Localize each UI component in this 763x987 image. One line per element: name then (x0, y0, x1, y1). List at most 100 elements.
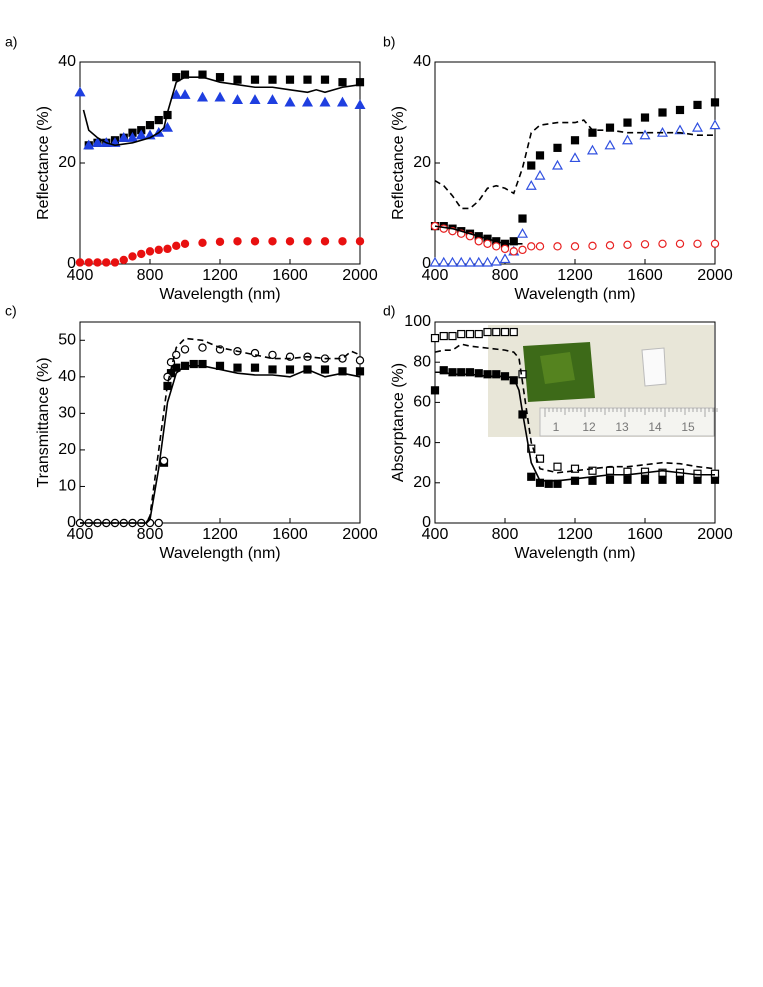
y-tick-label: 80 (413, 353, 431, 370)
square-marker (492, 327, 501, 337)
triangle-marker (83, 139, 95, 150)
square-marker (285, 365, 295, 374)
square-marker (500, 327, 510, 337)
circle-marker (119, 255, 128, 265)
panel-label: b) (383, 34, 395, 50)
square-marker (198, 70, 207, 79)
triangle-marker (74, 86, 86, 97)
square-marker (710, 98, 720, 107)
ruler-label: 15 (681, 420, 695, 434)
triangle-marker (438, 256, 450, 267)
y-tick-label: 0 (422, 514, 431, 531)
square-marker (623, 475, 632, 484)
square-marker (570, 136, 580, 145)
square-marker (605, 466, 615, 475)
circle-marker (268, 237, 277, 246)
circle-marker (75, 258, 85, 267)
circle-marker (93, 258, 102, 267)
panel: d) 1 12 13 14 15 400 800 1200 1600 2000 0 20 40 60 80 10… (383, 303, 733, 563)
square-marker (658, 468, 667, 477)
x-tick-label: 800 (137, 267, 164, 284)
series-line (82, 76, 361, 147)
square-marker (527, 472, 536, 481)
circle-marker (338, 237, 347, 246)
square-marker (675, 105, 685, 115)
circle-marker (154, 245, 163, 255)
circle-marker (303, 237, 312, 246)
triangle-marker (196, 91, 209, 102)
square-marker (180, 70, 190, 79)
circle-marker (553, 242, 562, 251)
ruler-label: 1 (553, 420, 560, 434)
x-tick-label: 1600 (272, 267, 308, 284)
square-marker (172, 363, 181, 372)
triangle-marker (118, 132, 130, 142)
white-sample (641, 347, 667, 387)
circle-marker (710, 239, 720, 248)
series-line (434, 225, 523, 245)
triangle-marker (91, 137, 104, 147)
triangle-marker (499, 253, 511, 264)
green-highlight (540, 352, 575, 384)
x-axis-label: Wavelength (nm) (159, 545, 280, 562)
square-marker (457, 329, 466, 339)
circle-marker (570, 242, 580, 251)
square-marker (509, 237, 518, 246)
circle-marker (623, 240, 632, 250)
x-tick-label: 2000 (342, 267, 378, 284)
x-tick-label: 400 (67, 526, 94, 543)
series-line (80, 337, 361, 524)
square-marker (320, 75, 330, 84)
y-tick-label: 20 (58, 154, 76, 171)
circle-marker (180, 345, 190, 354)
triangle-marker (170, 89, 182, 99)
square-marker (355, 78, 365, 87)
square-marker (154, 115, 163, 125)
square-marker (285, 75, 295, 84)
square-marker (439, 331, 448, 341)
y-tick-label: 20 (413, 474, 431, 491)
y-axis-label: Reflectance (%) (35, 106, 52, 220)
y-tick-label: 100 (404, 313, 431, 330)
square-marker (518, 370, 527, 379)
square-marker (430, 386, 440, 395)
triangle-marker (179, 89, 191, 99)
square-marker (303, 75, 312, 84)
y-tick-label: 40 (413, 53, 431, 70)
circle-marker (509, 247, 518, 256)
y-tick-label: 20 (58, 441, 76, 458)
triangle-marker (569, 152, 581, 163)
square-marker (338, 78, 347, 87)
x-tick-label: 400 (67, 267, 94, 284)
square-marker (457, 368, 466, 377)
circle-marker (233, 237, 242, 246)
square-marker (588, 466, 597, 475)
x-tick-label: 2000 (697, 526, 733, 543)
panel-label: a) (5, 34, 17, 50)
circle-marker (483, 239, 492, 248)
panel: c) 400 800 1200 1600 2000 0 10 20 30 40 50 Wavelengt… (5, 303, 378, 563)
circle-marker (102, 258, 111, 267)
square-marker (448, 368, 457, 377)
x-tick-label: 1200 (202, 267, 238, 284)
circle-marker (535, 242, 545, 251)
square-marker (465, 329, 475, 339)
circle-marker (658, 239, 667, 248)
square-marker (527, 161, 536, 170)
square-marker (509, 376, 518, 385)
circle-marker (268, 350, 277, 360)
triangle-marker (639, 129, 651, 140)
circle-marker (84, 258, 93, 267)
square-marker (675, 475, 685, 484)
circle-marker (492, 242, 501, 251)
triangle-marker (464, 256, 476, 267)
circle-marker (320, 237, 330, 246)
triangle-marker (621, 134, 634, 145)
circle-marker (250, 237, 260, 246)
triangle-marker (709, 119, 721, 130)
circle-marker (180, 239, 190, 248)
square-marker (553, 462, 562, 471)
triangle-marker (336, 96, 349, 107)
square-marker (658, 475, 667, 484)
